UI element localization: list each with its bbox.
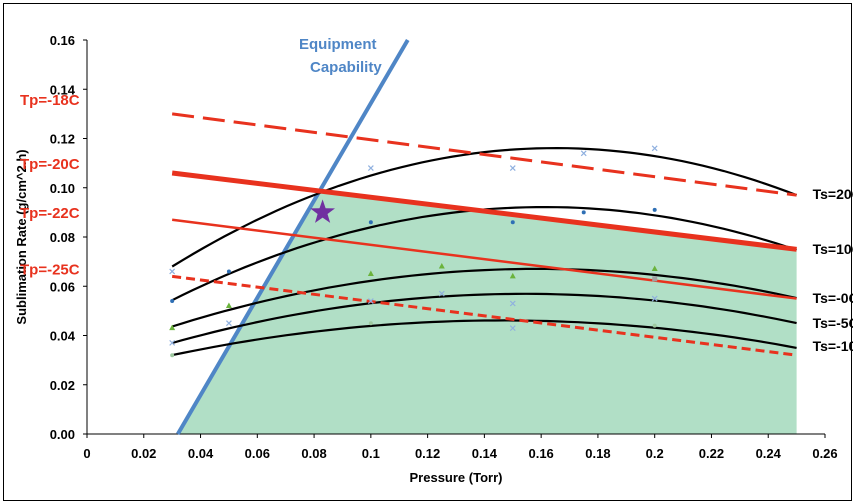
y-axis-title: Sublimation Rate (g/cm^2.h) [14,149,29,324]
y-tick-label: 0.12 [50,132,75,147]
data-point-x [509,300,516,307]
y-tick-label: 0.16 [50,33,75,48]
design-point-star [310,199,335,223]
data-points [169,145,658,358]
x-tick-label: 0.22 [699,446,724,461]
data-point-square [652,276,658,282]
chart-plot: 0.00 0.02 0.04 0.06 0.08 0.10 0.12 0.14 0.16 0 0.0… [14,33,853,485]
data-point-triangle [169,324,176,331]
tp-label-tp-20c: Tp=-20C [20,156,80,173]
data-point-dot [652,207,657,212]
x-tick-label: 0 [83,446,90,461]
y-tick-label: 0.00 [50,427,75,442]
data-point-dot [368,220,373,225]
design-space-fill [177,190,797,434]
axes: 0.00 0.02 0.04 0.06 0.08 0.10 0.12 0.14 0.16 0 0.0… [14,33,838,485]
equipment-label-line1: Equipment [299,36,377,53]
ts-curve-ts-10c [171,319,797,357]
data-point-x [651,145,658,152]
data-point-triangle [438,263,445,269]
equipment-capability-series [176,38,410,436]
x-tick-label: 0.2 [646,446,664,461]
ts-curve-ts-0c [171,267,797,328]
tp-line-tp-22c [171,218,797,300]
data-point-x [651,295,658,302]
ts-label-ts-20c: Ts=20C [813,186,853,202]
data-point-x [169,268,176,275]
data-point-triangle [225,302,232,308]
y-tick-label: 0.08 [50,230,75,245]
data-point-triangle [367,270,374,276]
y-tick-label: 0.14 [50,82,76,97]
x-tick-label: 0.24 [756,446,782,461]
data-point-x [509,325,516,332]
ts-curve-ts-5c [171,292,797,345]
x-tick-label: 0.04 [188,446,214,461]
x-tick-label: 0.18 [585,446,610,461]
ts-label-ts-10c: Ts=10C [813,241,853,257]
x-tick-label: 0.16 [528,446,553,461]
tp-line-tp-20c [171,170,797,252]
data-point-x [580,150,587,157]
ts-label-ts-10c: Ts=-10C [813,338,853,354]
data-point-x [438,290,445,297]
x-tick-label: 0.12 [415,446,440,461]
tp-line-tp-25c [171,274,797,357]
tp-label-tp-22c: Tp=-22C [20,205,80,222]
data-point-dot [368,321,373,326]
x-tick-label: 0.14 [472,446,498,461]
data-point-triangle [651,265,658,272]
data-point-dot [170,353,175,358]
y-tick-label: 0.06 [50,279,75,294]
data-point-x [169,339,176,346]
data-point-x [509,165,516,171]
tp-line-tp-18c [171,112,797,197]
data-point-triangle [509,272,516,279]
x-tick-label: 0.08 [301,446,326,461]
ts-label-ts-0c: Ts=-0C [813,290,853,306]
data-point-x [367,165,374,171]
equipment-capability-line [176,38,410,436]
tp-lines [171,112,797,357]
tp-label-tp-18c: Tp=-18C [20,92,80,109]
x-tick-label: 0.02 [131,446,156,461]
y-tick-label: 0.02 [50,378,75,393]
x-axis-title: Pressure (Torr) [410,470,503,485]
y-tick-label: 0.04 [50,329,76,344]
x-tick-label: 0.1 [362,446,380,461]
data-point-dot [170,299,175,304]
data-point-dot [226,269,231,274]
design-space-region [177,190,797,434]
data-point-dot [652,323,657,328]
tp-label-tp-25c: Tp=-25C [20,261,80,278]
ts-curve-ts-20c [171,146,797,268]
ts-curves [171,146,797,357]
data-point-x [225,320,232,327]
equipment-label-line2: Capability [310,59,382,76]
x-tick-label: 0.06 [245,446,270,461]
data-point-x [367,298,374,304]
ts-label-ts-5c: Ts=-5C [813,315,853,331]
data-point-dot [581,210,586,215]
y-tick-label: 0.10 [50,181,75,196]
labels: Tp=-18C Tp=-20C Tp=-22C Tp=-25C Ts=20C Ts=10C… [20,36,853,354]
x-tick-label: 0.26 [812,446,837,461]
data-point-dot [510,220,515,225]
chart-frame: 0.00 0.02 0.04 0.06 0.08 0.10 0.12 0.14 0.16 0 0.0… [3,3,853,501]
